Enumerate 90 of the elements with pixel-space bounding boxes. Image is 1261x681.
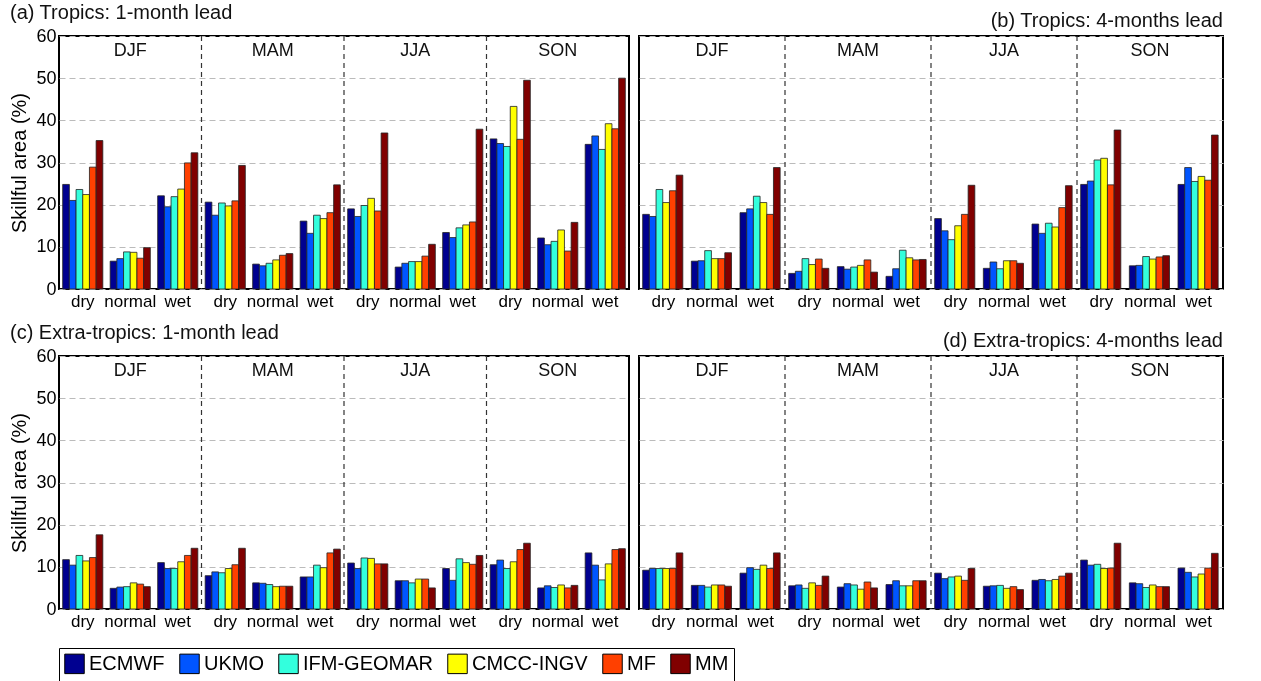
x-tick-label: wet [892,611,921,631]
legend-label: IFM-GEOMAR [303,651,433,674]
x-tick-label: normal [832,611,884,631]
x-tick-label: wet [306,291,334,311]
x-tick-label: dry [213,291,238,311]
x-tick-label: dry [213,611,238,631]
y-tick-label: 60 [36,25,57,46]
x-tick-label: dry [1089,291,1114,311]
x-tick-label: normal [686,291,738,311]
chart-title: (a) Tropics: 1-month lead [9,1,233,23]
x-tick-label: normal [1124,611,1176,631]
x-tick-label: normal [104,611,157,631]
x-tick-label: wet [306,611,334,631]
x-tick-label: normal [832,291,884,311]
x-tick-label: normal [246,291,299,311]
y-tick-label: 50 [36,387,57,408]
annotation: MAM [251,360,294,380]
legend-label: UKMO [204,651,264,674]
x-tick-label: dry [355,611,381,631]
y-tick-label: 0 [46,598,57,619]
x-tick-label: wet [163,611,192,631]
x-tick-label: wet [163,291,192,311]
x-tick-label: wet [1184,611,1213,631]
x-tick-label: dry [70,611,96,631]
y-tick-label: 0 [46,278,57,299]
x-tick-label: normal [978,291,1030,311]
y-tick-label: 40 [36,109,57,130]
y-tick-label: 10 [36,556,57,577]
x-tick-label: normal [246,611,299,631]
y-axis-title: Skillful area (%) [8,92,31,234]
x-tick-label: dry [1089,611,1114,631]
annotation: JJA [988,360,1020,380]
annotation: JJA [400,360,431,380]
y-tick-label: 50 [36,67,57,88]
x-tick-label: normal [531,291,584,311]
y-tick-label: 30 [36,472,57,492]
annotation: SON [1130,360,1170,380]
annotation: SON [538,360,578,380]
chart-title: (d) Extra-tropics: 4-months lead [942,329,1223,352]
legend-label: CMCC-INGV [472,651,589,674]
y-tick-label: 20 [36,514,57,535]
x-tick-label: wet [591,291,619,311]
x-tick-label: dry [70,291,96,311]
x-tick-label: wet [1038,291,1067,311]
x-tick-label: dry [943,291,968,311]
y-tick-label: 10 [36,236,57,257]
y-tick-label: 30 [36,152,57,172]
x-tick-label: normal [389,611,442,631]
x-tick-label: dry [797,611,822,631]
annotation: JJA [988,40,1020,60]
annotation: MAM [251,40,294,60]
x-tick-label: dry [651,611,676,631]
x-tick-label: normal [389,291,442,311]
x-tick-label: wet [1038,611,1067,631]
x-tick-label: wet [591,611,619,631]
y-tick-label: 60 [36,345,57,366]
annotation: SON [538,40,578,60]
x-tick-label: dry [498,611,523,631]
legend-label: ECMWF [89,651,165,674]
annotation: DJF [113,40,147,60]
x-tick-label: normal [104,291,157,311]
x-tick-label: dry [498,291,523,311]
y-tick-label: 20 [36,194,57,215]
x-tick-label: wet [746,611,775,631]
legend-label: MM [695,651,729,674]
x-tick-label: normal [978,611,1030,631]
y-axis-title: Skillful area (%) [8,412,31,554]
y-tick-label: 40 [36,429,57,450]
x-tick-label: normal [1124,291,1176,311]
x-tick-label: wet [1184,291,1213,311]
x-tick-label: wet [448,291,477,311]
chart-title: (c) Extra-tropics: 1-month lead [9,321,279,343]
annotation: DJF [113,360,147,380]
x-tick-label: wet [448,611,477,631]
x-tick-label: normal [686,611,738,631]
annotation: DJF [695,40,729,60]
x-tick-label: wet [892,291,921,311]
x-tick-label: dry [651,291,676,311]
annotation: MAM [837,40,879,60]
x-tick-label: dry [943,611,968,631]
x-tick-label: wet [746,291,775,311]
annotation: JJA [400,40,431,60]
annotation: SON [1130,40,1170,60]
annotation: DJF [695,360,729,380]
annotation: MAM [837,360,879,380]
x-tick-label: normal [531,611,584,631]
x-tick-label: dry [355,291,381,311]
x-tick-label: dry [797,291,822,311]
chart-title: (b) Tropics: 4-months lead [990,9,1223,32]
legend-label: MF [627,651,656,674]
